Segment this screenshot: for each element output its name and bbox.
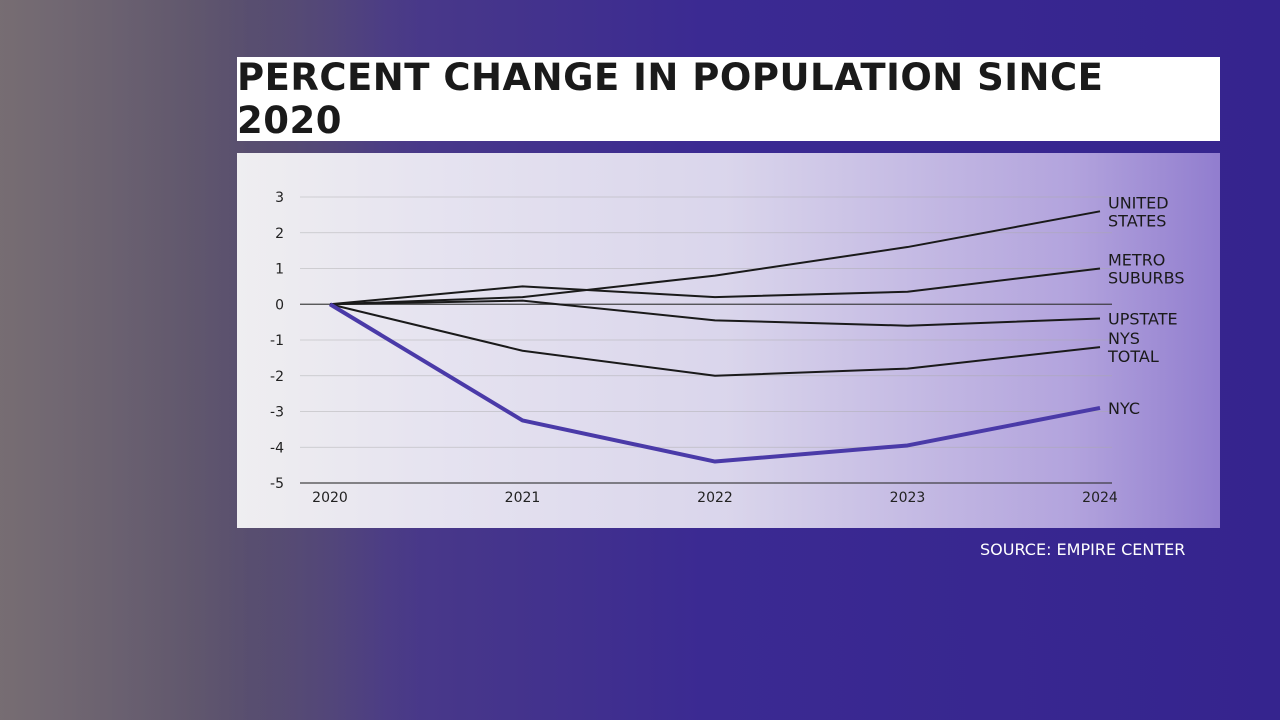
chart-panel [237,153,1220,528]
y-tick-label: -5 [270,476,284,492]
series-label: UPSTATE [1108,310,1178,329]
y-tick-label: 3 [275,190,284,206]
y-tick-label: 1 [275,262,284,278]
series-line [329,267,1101,306]
series-label: TOTAL [1107,347,1159,366]
x-tick-label: 2023 [890,490,926,506]
series-label: SUBURBS [1108,269,1185,288]
x-tick-label: 2020 [312,490,348,506]
title-banner: PERCENT CHANGE IN POPULATION SINCE 2020 [237,56,1220,142]
y-tick-label: 2 [275,226,284,242]
series-label: METRO [1108,251,1165,270]
y-tick-label: -3 [270,405,284,421]
series-label: NYC [1108,399,1140,418]
y-tick-label: 0 [275,297,284,313]
x-tick-label: 2024 [1082,490,1118,506]
source-label: SOURCE: EMPIRE CENTER [980,540,1186,559]
y-tick-label: -4 [270,440,284,456]
series-label: UNITED [1108,193,1169,212]
chart-title: PERCENT CHANGE IN POPULATION SINCE 2020 [237,56,1104,142]
y-tick-label: -1 [270,333,284,349]
series-label: STATES [1108,211,1166,230]
x-tick-label: 2021 [505,490,541,506]
series-label: NYS [1108,329,1140,348]
x-tick-label: 2022 [697,490,733,506]
series-line [328,302,1101,464]
y-tick-label: -2 [270,369,284,385]
series-line [329,210,1101,306]
